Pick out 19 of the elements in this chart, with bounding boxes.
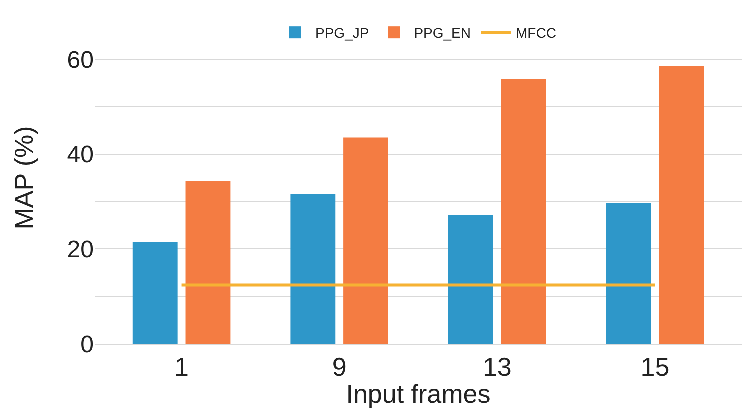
legend-label: PPG_EN bbox=[414, 25, 472, 42]
y-tick-label: 0 bbox=[80, 331, 94, 358]
x-tick-label: 9 bbox=[332, 352, 347, 382]
y-tick-label: 40 bbox=[67, 142, 94, 169]
x-tick-label: 1 bbox=[174, 352, 190, 382]
bar bbox=[606, 203, 652, 344]
legend-label: PPG_JP bbox=[316, 25, 370, 42]
y-axis-title: MAP (%) bbox=[9, 126, 39, 230]
bar bbox=[290, 194, 336, 344]
bar bbox=[659, 66, 704, 344]
bar bbox=[448, 214, 494, 344]
y-tick-label: 60 bbox=[67, 46, 94, 74]
bar bbox=[132, 242, 178, 344]
y-tick-label: 20 bbox=[67, 236, 94, 264]
bar bbox=[344, 138, 388, 344]
legend-label: MFCC bbox=[516, 25, 556, 42]
bar bbox=[501, 79, 546, 344]
bar bbox=[186, 181, 231, 344]
x-tick-label: 15 bbox=[640, 352, 670, 382]
